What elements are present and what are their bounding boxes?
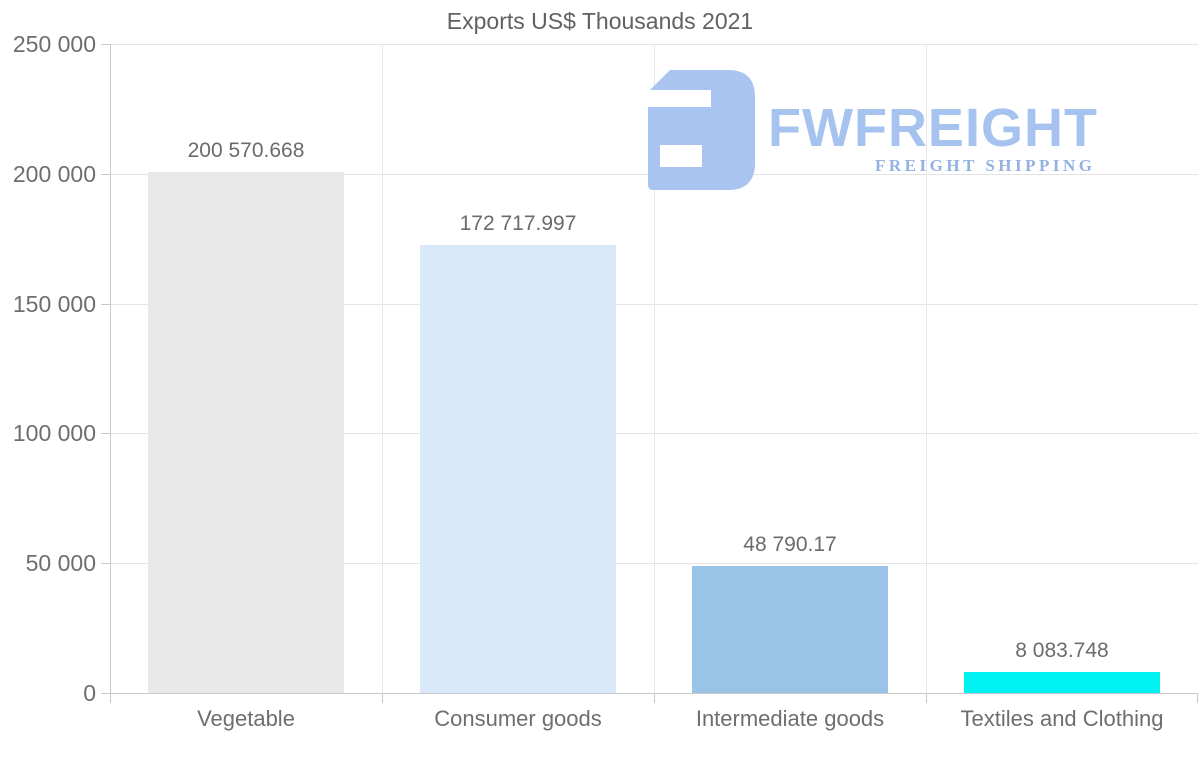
- value-label-textiles-and-clothing: 8 083.748: [1015, 639, 1109, 662]
- bar-textiles-and-clothing: [964, 672, 1160, 693]
- y-axis-tick-label: 50 000: [25, 550, 96, 577]
- category-boundary-gridline: [382, 44, 383, 693]
- y-tick-mark: [101, 433, 110, 435]
- y-tick-mark: [101, 44, 110, 45]
- x-axis-label-intermediate-goods: Intermediate goods: [695, 706, 885, 731]
- y-axis-tick-label: 100 000: [12, 420, 96, 447]
- x-tick-mark: [110, 693, 111, 703]
- value-label-consumer-goods: 172 717.997: [459, 211, 577, 235]
- category-boundary-gridline: [926, 44, 927, 693]
- x-tick-mark: [654, 693, 655, 703]
- y-axis-tick-label: 150 000: [12, 290, 96, 317]
- value-label-intermediate-goods: 48 790.17: [743, 533, 837, 557]
- y-tick-mark: [101, 563, 110, 565]
- category-boundary-gridline: [654, 44, 655, 693]
- chart-title: Exports US$ Thousands 2021: [446, 8, 754, 34]
- plot-area: 0 50 000 100 000 150 000 200 000 250 000 200 5…: [13, 33, 1198, 731]
- y-tick-mark: [101, 693, 110, 694]
- x-tick-mark: [926, 693, 927, 703]
- x-tick-mark: [382, 693, 383, 703]
- bar-vegetable: [148, 172, 344, 693]
- y-axis-tick-label: 250 000: [12, 31, 96, 57]
- y-axis-line: [110, 44, 111, 703]
- x-axis-label-vegetable: Vegetable: [197, 706, 295, 731]
- y-axis-tick-label: 0: [83, 680, 96, 706]
- x-tick-mark: [1197, 693, 1198, 703]
- x-axis-label-textiles-and-clothing: Textiles and Clothing: [960, 706, 1164, 731]
- value-label-vegetable: 200 570.668: [187, 139, 305, 163]
- y-axis-tick-label: 200 000: [12, 160, 96, 187]
- bar-intermediate-goods: [692, 566, 888, 693]
- y-tick-mark: [101, 173, 110, 175]
- bar-consumer-goods: [420, 244, 616, 693]
- y-tick-mark: [101, 303, 110, 305]
- x-axis-label-consumer-goods: Consumer goods: [434, 706, 602, 731]
